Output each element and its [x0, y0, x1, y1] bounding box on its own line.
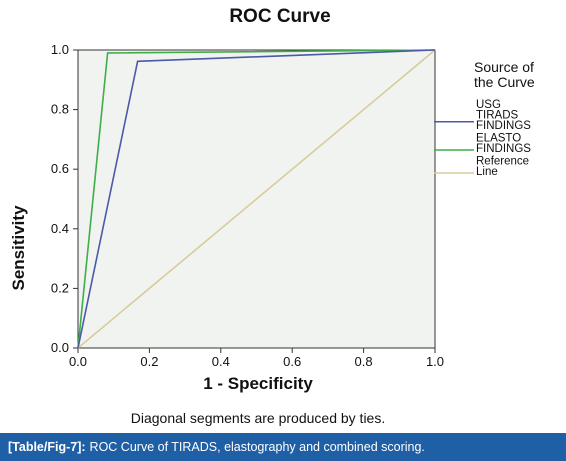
y-tick-label: 0.4	[51, 221, 69, 236]
y-tick-label: 0.8	[51, 102, 69, 117]
caption-label: [Table/Fig-7]:	[8, 440, 86, 454]
legend-label: TIRADS	[476, 110, 519, 122]
x-tick-label: 1.0	[426, 354, 444, 369]
chart-title: ROC Curve	[229, 6, 330, 27]
x-tick-label: 0.6	[283, 354, 301, 369]
legend-label: USG	[476, 99, 501, 111]
y-axis-title: Sensitivity	[9, 205, 28, 291]
series-line-reference-line	[77, 49, 436, 349]
legend-label: Reference	[476, 156, 529, 168]
x-tick-label: 0.4	[212, 354, 230, 369]
legend-label: FINDINGS	[476, 143, 531, 155]
legend-label: ELASTO	[476, 133, 521, 145]
y-tick-label: 0.0	[51, 340, 69, 355]
series-line-usg-tirads-findings	[77, 49, 436, 349]
roc-chart: ROC Curve 0.0 0.2 0.4 0.6 0.8 1.0 0.0 0.2 0.4 0.…	[9, 6, 535, 426]
x-axis-title: 1 - Specificity	[203, 374, 313, 393]
legend-title: Source of	[474, 59, 534, 75]
y-tick-label: 0.6	[51, 161, 69, 176]
roc-figure: ROC Curve 0.0 0.2 0.4 0.6 0.8 1.0 0.0 0.2 0.4 0.…	[9, 6, 535, 426]
caption-text: ROC Curve of TIRADS, elastography and co…	[89, 440, 425, 454]
series-line-elasto-findings	[77, 49, 436, 349]
figure-caption: [Table/Fig-7]: ROC Curve of TIRADS, elas…	[0, 433, 566, 461]
legend-title: the Curve	[474, 74, 535, 90]
x-tick-label: 0.2	[140, 354, 158, 369]
x-tick-label: 0.0	[69, 354, 87, 369]
x-tick-label: 0.8	[355, 354, 373, 369]
legend-label: Line	[476, 166, 498, 178]
chart-footnote: Diagonal segments are produced by ties.	[131, 410, 385, 426]
y-tick-label: 0.2	[51, 280, 69, 295]
legend-label: FINDINGS	[476, 120, 531, 132]
y-tick-label: 1.0	[51, 42, 69, 57]
